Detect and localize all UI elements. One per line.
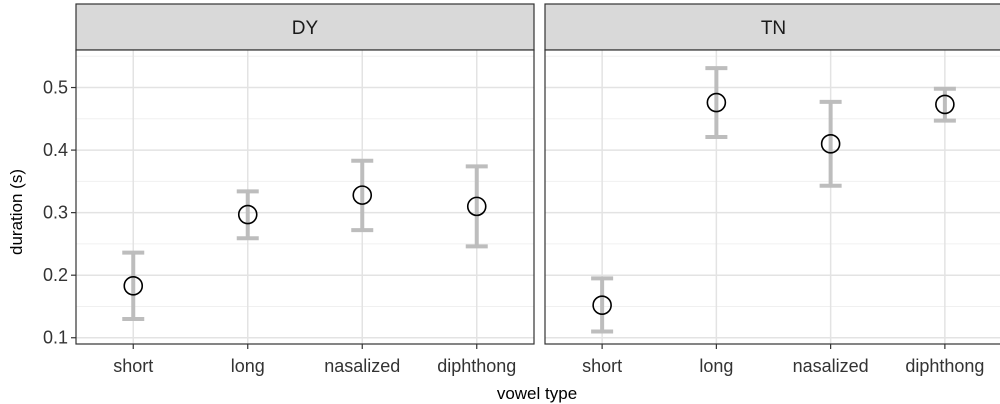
error-bar [705,66,728,139]
x-tick-label: short [113,356,153,376]
data-point [592,295,612,316]
error-bar [591,276,614,334]
error-bar [236,189,259,241]
x-tick-label: nasalized [324,356,400,376]
x-tick-label: long [699,356,733,376]
x-tick-label: nasalized [793,356,869,376]
error-bar [122,250,145,321]
x-tick-label: diphthong [905,356,984,376]
data-point [706,92,727,113]
data-point [466,196,487,217]
x-tick-label: short [582,356,622,376]
panel-background [76,50,534,344]
facet-strip-label: DY [292,18,319,39]
facet-panel-tn: TN [544,3,1000,345]
facet-strip-dy [75,3,535,51]
panel-background [545,50,1000,344]
x-axis-title: vowel type [497,384,577,403]
facet-panels: DY TN [75,3,1000,345]
data-point [935,94,955,115]
facet-strip-label: TN [761,18,786,39]
y-tick-label: 0.4 [43,140,68,160]
data-point [123,276,144,296]
error-bar [351,158,374,233]
data-point [237,204,258,225]
panel-border [544,49,1000,345]
error-bar [933,86,956,123]
error-bar [465,164,488,249]
data-point [352,185,373,205]
y-tick-label: 0.1 [43,328,68,348]
y-tick-label: 0.5 [43,78,68,98]
y-axis: 0.1 0.2 0.3 0.4 0.5 [43,78,76,348]
y-axis-title: duration (s) [7,169,26,255]
y-tick-label: 0.2 [43,265,68,285]
error-bar [819,99,842,188]
x-axis: short long nasalized diphthong short long nasa… [113,344,984,376]
y-tick-label: 0.3 [43,203,68,223]
panel-border [75,49,535,345]
data-point [820,134,841,154]
x-tick-label: diphthong [437,356,516,376]
x-tick-label: long [231,356,265,376]
facet-panel-dy: DY [75,3,535,345]
